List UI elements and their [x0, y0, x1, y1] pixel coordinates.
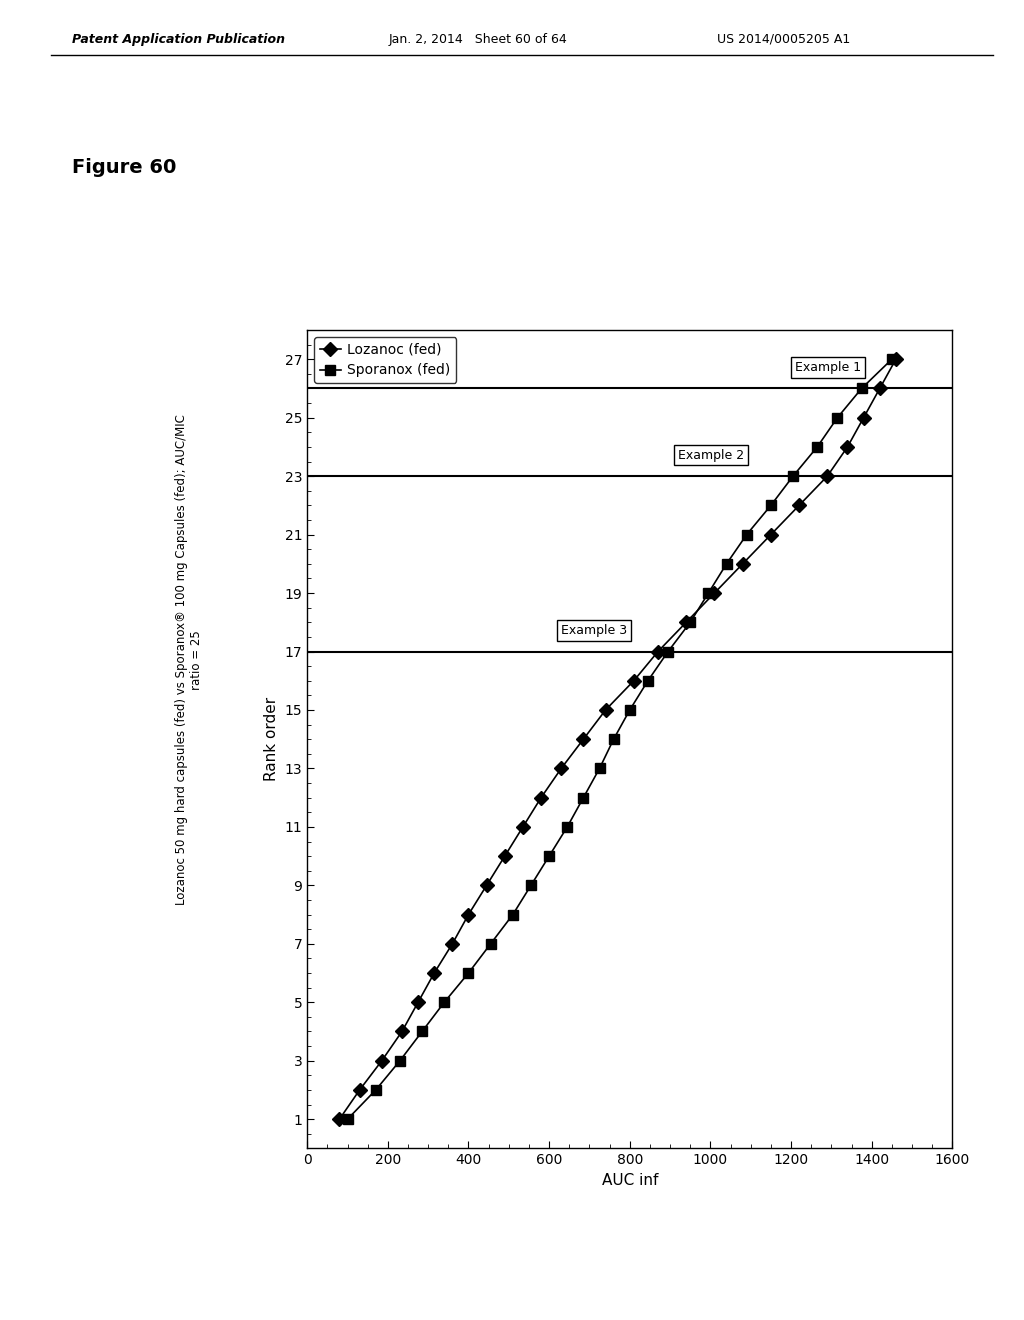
Sporanox (fed) [484, 936, 497, 952]
Sporanox (fed) [578, 789, 590, 805]
Sporanox (fed) [593, 760, 605, 776]
Lozanoc (fed) [428, 965, 440, 981]
Sporanox (fed) [416, 1023, 428, 1039]
Sporanox (fed) [684, 614, 696, 630]
Legend: Lozanoc (fed), Sporanox (fed): Lozanoc (fed), Sporanox (fed) [314, 337, 457, 383]
Lozanoc (fed) [412, 994, 424, 1010]
Lozanoc (fed) [652, 644, 665, 660]
Sporanox (fed) [370, 1082, 382, 1098]
Sporanox (fed) [341, 1111, 353, 1127]
Text: Jan. 2, 2014   Sheet 60 of 64: Jan. 2, 2014 Sheet 60 of 64 [389, 33, 568, 46]
X-axis label: AUC inf: AUC inf [601, 1172, 658, 1188]
Lozanoc (fed) [396, 1023, 409, 1039]
Lozanoc (fed) [462, 907, 474, 923]
Sporanox (fed) [886, 351, 898, 367]
Lozanoc (fed) [333, 1111, 345, 1127]
Line: Lozanoc (fed): Lozanoc (fed) [335, 354, 901, 1125]
Sporanox (fed) [831, 409, 844, 425]
Sporanox (fed) [525, 878, 538, 894]
Sporanox (fed) [855, 380, 867, 396]
Sporanox (fed) [543, 849, 555, 865]
Sporanox (fed) [811, 440, 823, 455]
Lozanoc (fed) [499, 849, 511, 865]
Sporanox (fed) [394, 1053, 407, 1069]
Sporanox (fed) [624, 702, 636, 718]
Sporanox (fed) [662, 644, 674, 660]
Lozanoc (fed) [890, 351, 902, 367]
Sporanox (fed) [765, 498, 777, 513]
Lozanoc (fed) [578, 731, 590, 747]
Lozanoc (fed) [446, 936, 459, 952]
Sporanox (fed) [702, 585, 715, 601]
Text: US 2014/0005205 A1: US 2014/0005205 A1 [717, 33, 850, 46]
Lozanoc (fed) [680, 614, 692, 630]
Sporanox (fed) [786, 469, 799, 484]
Lozanoc (fed) [821, 469, 834, 484]
Lozanoc (fed) [765, 527, 777, 543]
Text: Example 2: Example 2 [678, 449, 744, 462]
Lozanoc (fed) [517, 818, 529, 834]
Text: Figure 60: Figure 60 [72, 158, 176, 177]
Lozanoc (fed) [599, 702, 611, 718]
Lozanoc (fed) [709, 585, 721, 601]
Text: Example 1: Example 1 [795, 360, 861, 374]
Sporanox (fed) [561, 818, 573, 834]
Sporanox (fed) [642, 673, 654, 689]
Sporanox (fed) [462, 965, 474, 981]
Sporanox (fed) [607, 731, 620, 747]
Text: Lozanoc 50 mg hard capsules (fed) vs Sporanox® 100 mg Capsules (fed); AUC/MIC
ra: Lozanoc 50 mg hard capsules (fed) vs Spo… [175, 414, 204, 906]
Text: Example 3: Example 3 [561, 624, 628, 636]
Text: Patent Application Publication: Patent Application Publication [72, 33, 285, 46]
Lozanoc (fed) [353, 1082, 366, 1098]
Sporanox (fed) [438, 994, 451, 1010]
Lozanoc (fed) [842, 440, 854, 455]
Lozanoc (fed) [376, 1053, 388, 1069]
Lozanoc (fed) [857, 409, 869, 425]
Lozanoc (fed) [555, 760, 567, 776]
Lozanoc (fed) [480, 878, 493, 894]
Lozanoc (fed) [736, 556, 749, 572]
Line: Sporanox (fed): Sporanox (fed) [343, 354, 897, 1125]
Lozanoc (fed) [535, 789, 547, 805]
Lozanoc (fed) [628, 673, 640, 689]
Sporanox (fed) [740, 527, 753, 543]
Lozanoc (fed) [873, 380, 886, 396]
Sporanox (fed) [507, 907, 519, 923]
Lozanoc (fed) [793, 498, 805, 513]
Y-axis label: Rank order: Rank order [264, 697, 279, 781]
Sporanox (fed) [720, 556, 732, 572]
